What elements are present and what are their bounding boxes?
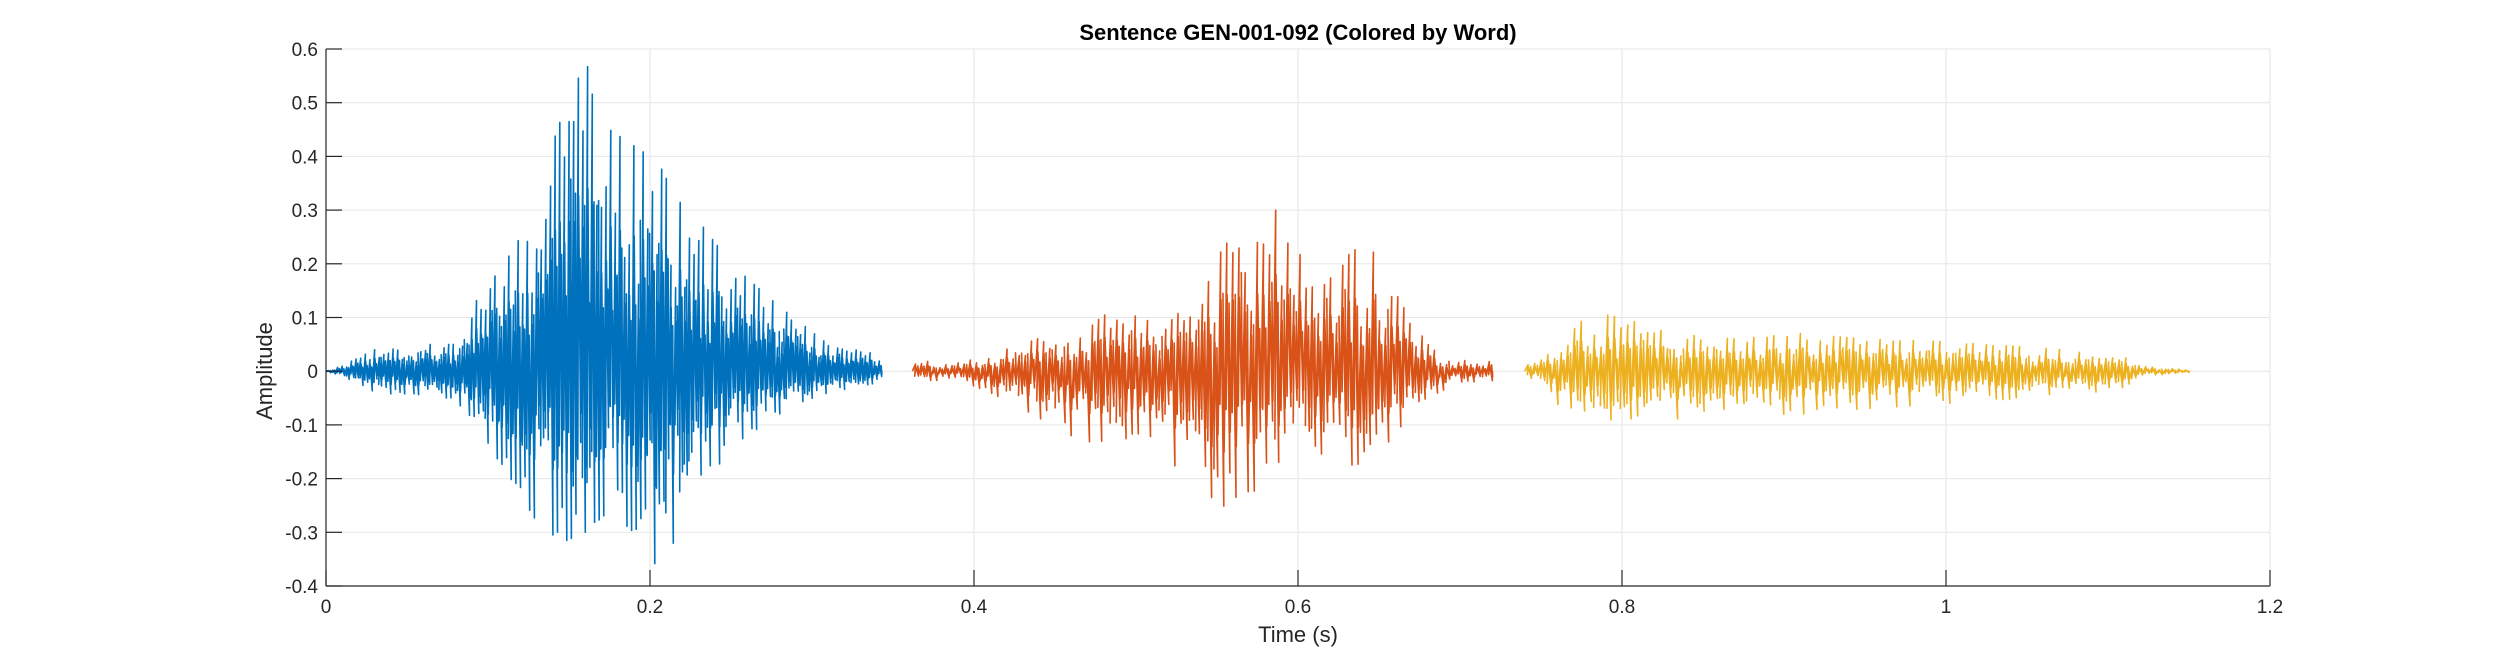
- waveform-series-1: [325, 65, 883, 565]
- y-tick-label: 0.4: [292, 147, 319, 168]
- y-tick-label: -0.2: [285, 470, 318, 491]
- y-tick-label: -0.3: [285, 523, 318, 544]
- y-tick-label: 0.3: [292, 201, 318, 222]
- x-tick-label: 1.2: [2257, 597, 2283, 618]
- x-axis-label: Time (s): [1258, 622, 1338, 647]
- ticks-layer: 0 0.2 0.4 0.6 0.8 1 1.2 -0.4 -0.3 -0.2 -0.1 0 0.1 0.2…: [285, 40, 2283, 618]
- y-tick-label: -0.4: [285, 577, 318, 598]
- y-tick-label: 0.2: [292, 255, 318, 276]
- waveform-series-3: [1524, 314, 2191, 421]
- x-tick-label: 0.8: [1609, 597, 1635, 618]
- y-tick-label: 0.5: [292, 94, 318, 115]
- x-tick-label: 0.6: [1285, 597, 1311, 618]
- x-tick-label: 1: [1941, 597, 1952, 618]
- series-layer: [325, 65, 2191, 565]
- y-tick-label: 0.1: [292, 309, 318, 330]
- chart-title: Sentence GEN-001-092 (Colored by Word): [1079, 20, 1516, 45]
- y-tick-label: 0.6: [292, 40, 318, 61]
- x-tick-label: 0.2: [637, 597, 663, 618]
- waveform-series-2: [911, 209, 1494, 507]
- x-tick-label: 0.4: [961, 597, 988, 618]
- y-tick-label: -0.1: [285, 416, 318, 437]
- x-tick-label: 0: [321, 597, 332, 618]
- y-tick-label: 0: [307, 362, 318, 383]
- y-axis-label: Amplitude: [252, 322, 277, 420]
